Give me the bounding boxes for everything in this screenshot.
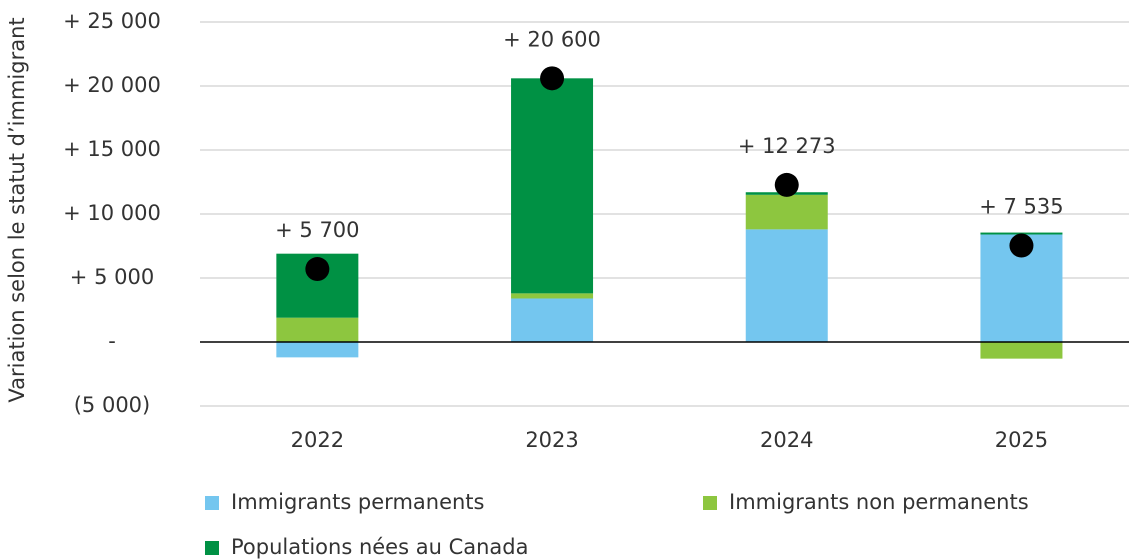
legend-label: Immigrants permanents <box>231 490 485 514</box>
bar-segment <box>980 232 1063 235</box>
y-tick-label: + 10 000 <box>63 201 161 225</box>
y-tick-label: - <box>108 329 116 353</box>
x-tick-label: 2025 <box>995 428 1048 452</box>
y-tick-label: (5 000) <box>74 393 151 417</box>
total-label: + 12 273 <box>738 134 836 158</box>
legend-label: Populations nées au Canada <box>231 535 528 559</box>
total-dot <box>540 66 565 91</box>
total-label: + 20 600 <box>503 27 601 51</box>
total-label: + 5 700 <box>275 218 359 242</box>
total-dot <box>1009 233 1034 258</box>
y-axis-label: Variation selon le statut d’immigrant <box>5 17 29 402</box>
bar-segment <box>511 78 594 294</box>
legend-swatch <box>703 496 717 510</box>
bar-segment <box>511 293 594 299</box>
bar-segment <box>511 298 594 342</box>
legend-swatch <box>205 541 219 555</box>
total-dot <box>774 172 799 197</box>
y-tick-label: + 25 000 <box>63 9 161 33</box>
x-tick-label: 2022 <box>291 428 344 452</box>
bar-segment <box>276 317 359 342</box>
bar-segment <box>980 342 1063 359</box>
total-dot <box>305 257 330 282</box>
x-tick-label: 2023 <box>525 428 578 452</box>
total-label: + 7 535 <box>979 195 1063 219</box>
y-tick-label: + 20 000 <box>63 73 161 97</box>
bar-segment <box>276 342 359 358</box>
legend-swatch <box>205 496 219 510</box>
y-tick-label: + 15 000 <box>63 137 161 161</box>
bar-segment <box>745 194 828 230</box>
x-tick-label: 2024 <box>760 428 813 452</box>
bar-segment <box>745 229 828 342</box>
y-tick-label: + 5 000 <box>70 265 154 289</box>
legend-label: Immigrants non permanents <box>729 490 1029 514</box>
